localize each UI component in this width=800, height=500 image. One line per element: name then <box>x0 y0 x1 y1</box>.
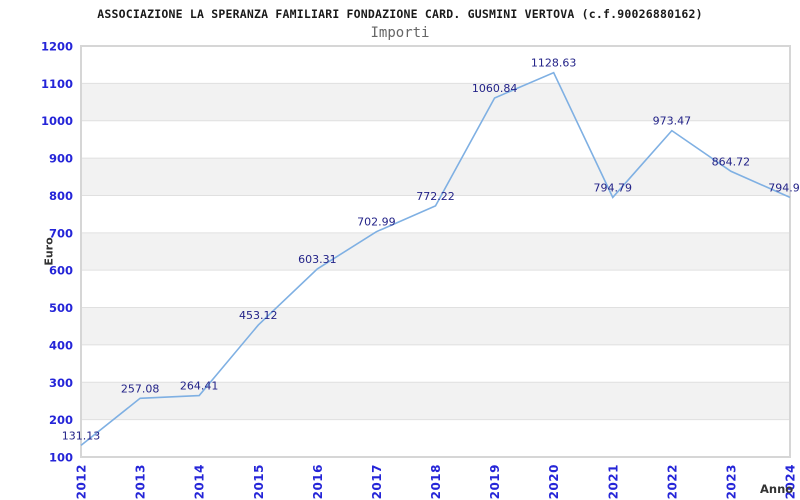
plot-band <box>81 83 790 121</box>
y-tick-label: 800 <box>49 189 73 203</box>
y-tick-label: 400 <box>49 338 73 352</box>
y-tick-label: 500 <box>49 301 73 315</box>
chart-title: ASSOCIAZIONE LA SPERANZA FAMILIARI FONDA… <box>97 7 703 21</box>
data-label: 772.22 <box>416 190 455 203</box>
y-axis-title: Euro <box>42 237 56 266</box>
y-tick-label: 600 <box>49 264 73 278</box>
data-label: 1060.84 <box>472 82 518 95</box>
plot-border <box>80 45 791 458</box>
x-tick-label: 2013 <box>134 464 148 499</box>
x-tick-label: 2023 <box>724 464 738 499</box>
data-label: 603.31 <box>298 253 337 266</box>
x-tick-label: 2012 <box>75 464 89 499</box>
x-tick-label: 2016 <box>311 464 325 499</box>
data-label: 257.08 <box>121 382 160 395</box>
x-tick-label: 2019 <box>488 464 502 499</box>
data-label: 973.47 <box>653 115 692 128</box>
x-tick-label: 2021 <box>606 464 620 499</box>
x-tick-label: 2020 <box>547 464 561 499</box>
data-label: 864.72 <box>712 155 751 168</box>
data-label: 794.9 <box>768 181 800 194</box>
y-tick-label: 700 <box>49 226 73 240</box>
x-tick-label: 2015 <box>252 464 266 499</box>
x-axis-title: Anno <box>760 482 794 496</box>
data-label: 794.79 <box>594 181 633 194</box>
x-tick-label: 2014 <box>193 464 207 499</box>
y-tick-label: 900 <box>49 152 73 166</box>
x-tick-label: 2018 <box>429 464 443 499</box>
data-label: 131.13 <box>62 429 101 442</box>
plot-band <box>81 382 790 420</box>
x-tick-label: 2017 <box>370 464 384 499</box>
x-tick-label: 2024 <box>784 464 798 499</box>
y-tick-label: 1000 <box>41 114 73 128</box>
data-label: 453.12 <box>239 309 278 322</box>
data-label: 264.41 <box>180 380 219 393</box>
y-tick-label: 100 <box>49 451 73 465</box>
plot-band <box>81 232 790 271</box>
x-tick-label: 2022 <box>665 464 679 499</box>
plot-band <box>81 158 790 196</box>
y-tick-label: 1100 <box>41 77 73 91</box>
y-tick-label: 1200 <box>41 40 73 54</box>
y-tick-label: 300 <box>49 376 73 390</box>
data-line <box>80 71 791 446</box>
plot-band <box>81 307 790 345</box>
data-label: 702.99 <box>357 216 396 229</box>
data-label: 1128.63 <box>531 57 577 70</box>
chart-subtitle: Importi <box>370 25 430 41</box>
y-tick-label: 200 <box>49 413 73 427</box>
